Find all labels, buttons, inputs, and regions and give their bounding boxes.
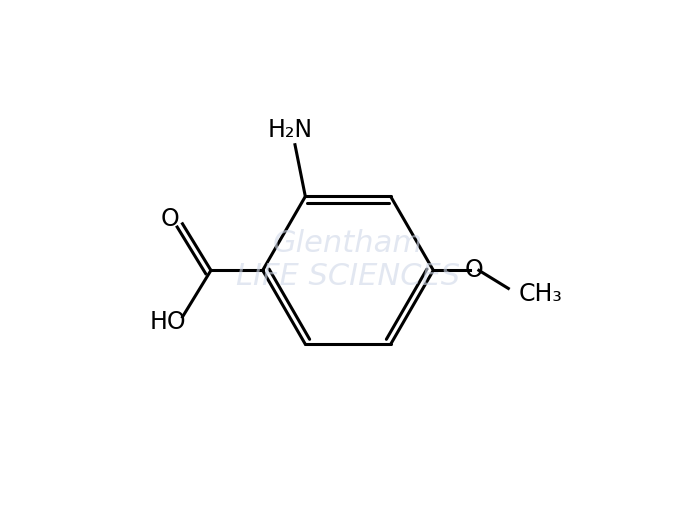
Text: HO: HO bbox=[150, 310, 187, 334]
Text: CH₃: CH₃ bbox=[519, 282, 562, 306]
Text: O: O bbox=[160, 206, 179, 231]
Text: O: O bbox=[464, 258, 483, 282]
Text: Glentham
LIFE SCIENCES: Glentham LIFE SCIENCES bbox=[236, 229, 460, 291]
Text: H₂N: H₂N bbox=[267, 118, 313, 142]
